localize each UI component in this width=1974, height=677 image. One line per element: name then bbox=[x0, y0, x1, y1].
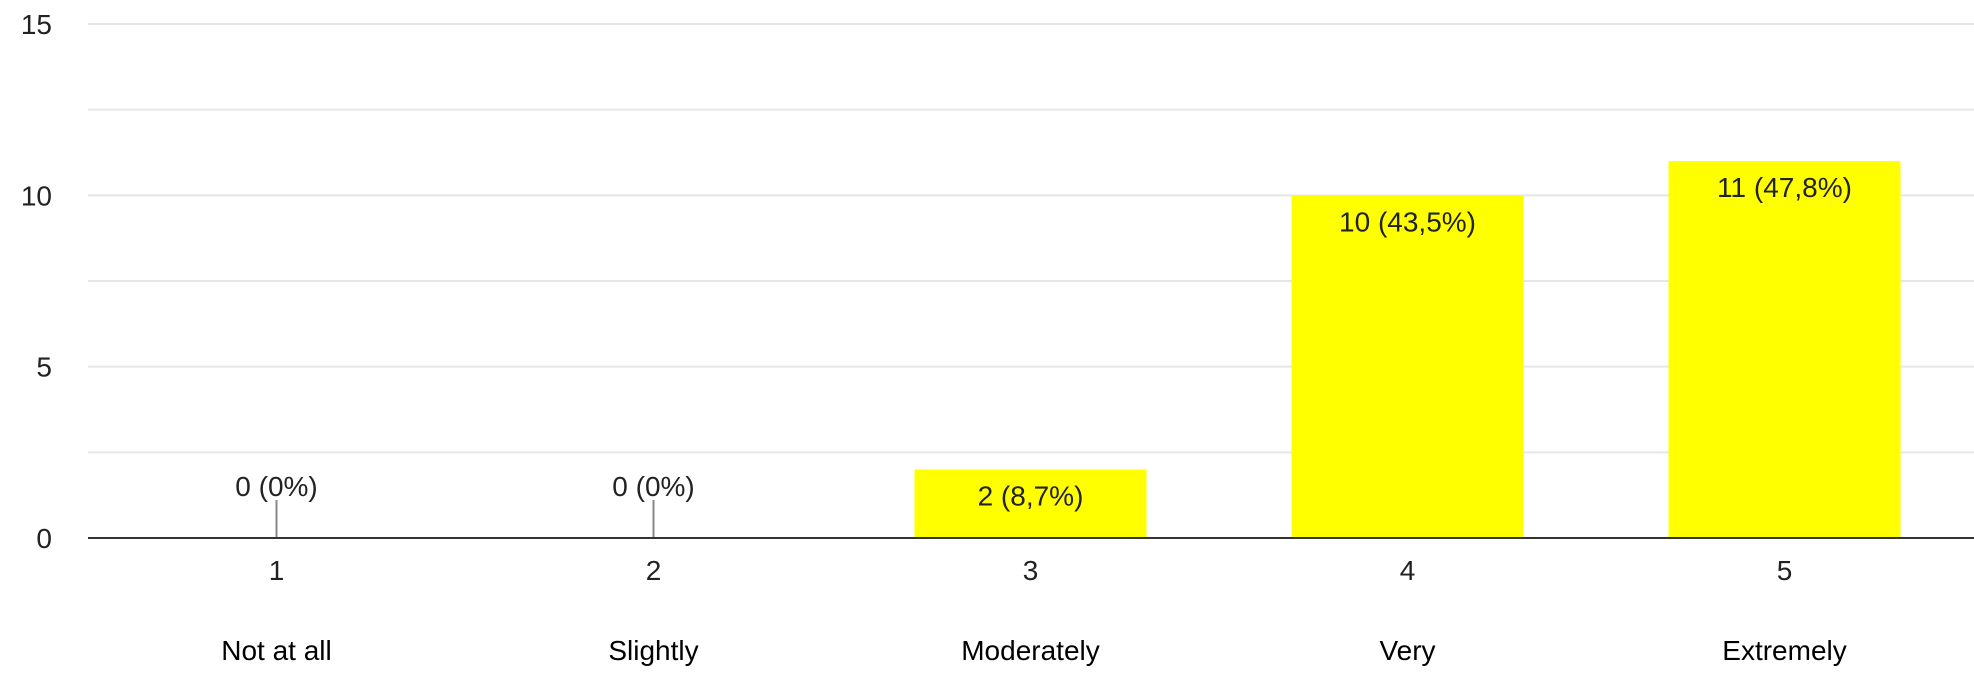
x-tick-label: 5 bbox=[1777, 555, 1793, 586]
x-tick-label: 1 bbox=[269, 555, 285, 586]
category-description-label: Not at all bbox=[221, 635, 332, 666]
bar-data-label: 10 (43,5%) bbox=[1339, 206, 1476, 237]
category-description-label: Extremely bbox=[1722, 635, 1846, 666]
y-tick-label: 10 bbox=[21, 180, 52, 211]
y-axis-tick-labels: 0 5 10 15 bbox=[21, 9, 52, 554]
y-tick-label: 15 bbox=[21, 9, 52, 40]
bar-data-label: 11 (47,8%) bbox=[1717, 172, 1852, 203]
bar-data-label: 0 (0%) bbox=[235, 471, 317, 502]
x-tick-label: 4 bbox=[1400, 555, 1416, 586]
x-tick-label: 3 bbox=[1023, 555, 1039, 586]
bar bbox=[1668, 161, 1901, 539]
category-description-label: Very bbox=[1379, 635, 1435, 666]
x-tick-label: 2 bbox=[646, 555, 662, 586]
y-tick-label: 0 bbox=[36, 523, 52, 554]
x-axis-description-labels: Not at all Slightly Moderately Very Extremel… bbox=[221, 635, 1846, 666]
bar bbox=[1291, 195, 1524, 539]
y-tick-label: 5 bbox=[36, 352, 52, 383]
bar bbox=[914, 469, 1147, 538]
bar-data-label: 2 (8,7%) bbox=[978, 480, 1084, 511]
x-axis-category-labels: 1 2 3 4 5 bbox=[269, 555, 1793, 586]
gridlines bbox=[88, 23, 1974, 454]
bar-data-label: 0 (0%) bbox=[612, 471, 694, 502]
bars: 0 (0%) 0 (0%) 2 (8,7%) 10 (43,5%) 11 (47,8%) bbox=[235, 161, 1901, 539]
category-description-label: Slightly bbox=[608, 635, 698, 666]
category-description-label: Moderately bbox=[961, 635, 1100, 666]
